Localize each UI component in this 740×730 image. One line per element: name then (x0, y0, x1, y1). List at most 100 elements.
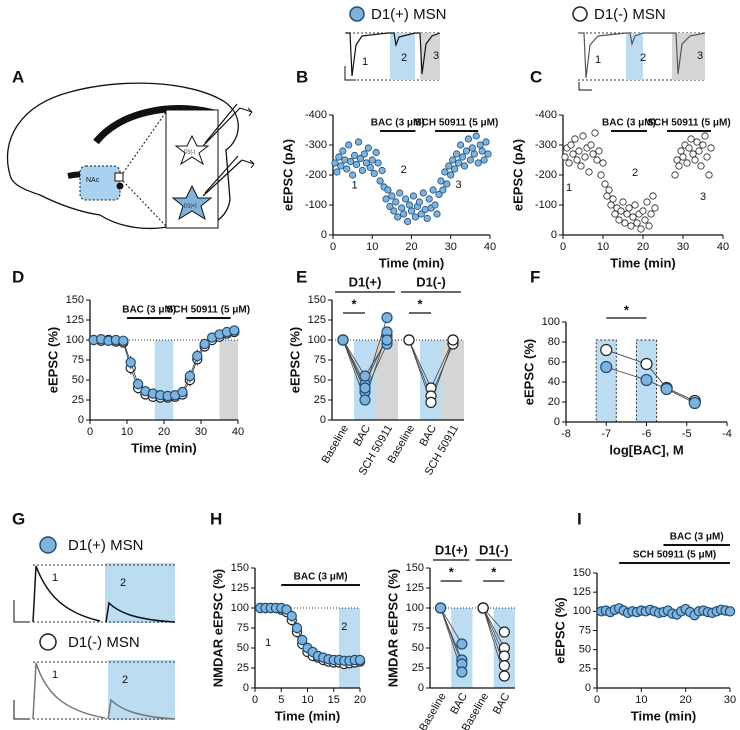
point (579, 132, 587, 140)
y-tick-label: 50 (237, 642, 249, 654)
x-tick-label: 0 (330, 241, 336, 253)
y-tick-label: 75 (314, 354, 326, 366)
drug-label: SCH 50911 (5 μM) (633, 550, 716, 561)
point (581, 153, 589, 161)
point (372, 148, 380, 157)
region-label: NAc (86, 177, 100, 184)
legend-label: D1(-) MSN (594, 6, 666, 23)
y-tick-label: 75 (72, 354, 84, 366)
point (621, 219, 629, 227)
category-label: BAC (417, 423, 439, 449)
y-axis-label: eEPSC (%) (45, 327, 60, 393)
point (641, 216, 649, 224)
point (343, 165, 351, 173)
x-tick-label: 10 (366, 241, 378, 253)
y-axis-label: NMDAR eEPSC (%) (210, 569, 225, 687)
point (640, 373, 653, 387)
cell-label: D1(+) (184, 203, 197, 209)
point (599, 159, 607, 167)
note: 3 (700, 191, 706, 203)
note: 1 (352, 179, 358, 191)
neuron-plus (171, 184, 213, 221)
trace-number: 1 (595, 54, 601, 66)
point (705, 171, 713, 179)
point (639, 207, 647, 215)
point (415, 198, 423, 206)
point (437, 177, 445, 185)
x-tick-label: 40 (484, 241, 496, 253)
legend-marker (572, 6, 588, 22)
point (398, 204, 406, 212)
drug-label: BAC (3 μM) (294, 572, 348, 583)
y-tick-label: -400 (535, 109, 557, 121)
point (609, 195, 617, 203)
trace (32, 662, 176, 720)
y-tick-label: 50 (579, 644, 591, 656)
y-tick-label: 0 (418, 682, 424, 694)
x-tick-label: 30 (677, 241, 689, 253)
point (331, 159, 339, 167)
point (425, 195, 433, 203)
cell-line (482, 607, 505, 649)
note: 3 (456, 179, 462, 191)
panel-label: H (210, 509, 222, 528)
x-tick-label: 30 (195, 426, 207, 438)
point (354, 654, 366, 666)
y-tick-label: -100 (305, 199, 327, 211)
point (631, 201, 639, 209)
panel-label: F (530, 267, 540, 286)
point (724, 606, 736, 617)
point (337, 334, 349, 346)
point (464, 135, 473, 143)
point (645, 222, 653, 230)
shaded-span (376, 340, 398, 420)
point (132, 378, 144, 390)
series-line (606, 349, 695, 402)
point (603, 192, 611, 200)
x-tick-label: -7 (601, 428, 611, 440)
point (688, 396, 701, 410)
trace-number: 3 (697, 50, 703, 62)
point (637, 225, 645, 233)
brain-outline (6, 82, 239, 230)
note: 2 (632, 167, 638, 179)
point (647, 210, 655, 218)
point (597, 171, 605, 179)
point (359, 394, 371, 406)
category-label: Baseline (320, 423, 351, 466)
point (707, 144, 715, 152)
point (368, 156, 376, 164)
y-tick-label: -200 (535, 169, 557, 181)
panel-label: D (12, 267, 24, 286)
point (640, 357, 653, 371)
point (386, 202, 394, 211)
x-axis-label: Time (min) (610, 255, 676, 270)
y-tick-label: 150 (231, 562, 249, 574)
point (699, 141, 707, 149)
point (575, 147, 583, 155)
point (468, 144, 476, 152)
point (689, 150, 697, 158)
y-tick-label: 75 (579, 624, 591, 636)
y-tick-label: -300 (535, 139, 557, 151)
trace-number: 1 (362, 56, 368, 68)
point (675, 162, 683, 170)
x-tick-label: 30 (445, 241, 457, 253)
y-tick-label: 0 (320, 414, 326, 426)
point (565, 159, 573, 167)
point (629, 213, 637, 221)
point (625, 204, 633, 212)
scale-bar (344, 66, 592, 91)
point (291, 622, 303, 634)
point (405, 201, 414, 209)
point (339, 147, 347, 155)
point (643, 198, 651, 206)
y-tick-label: 100 (66, 334, 84, 346)
y-tick-label: -200 (305, 169, 327, 181)
legend-label: D1(+) MSN (371, 6, 446, 23)
trace (32, 565, 176, 623)
point (470, 150, 478, 158)
point (460, 162, 469, 170)
point (409, 192, 418, 200)
point (370, 169, 378, 178)
